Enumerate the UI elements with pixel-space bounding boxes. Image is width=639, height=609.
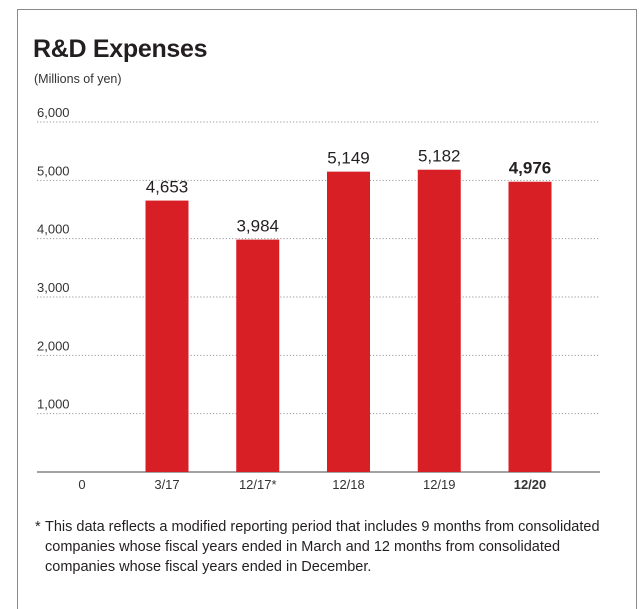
footnote-mark: *	[35, 519, 41, 535]
bar	[327, 171, 370, 472]
unit-label: (Millions of yen)	[34, 72, 122, 86]
y-tick-label: 3,000	[37, 280, 70, 295]
chart-panel	[17, 9, 637, 609]
y-tick-label: 4,000	[37, 222, 70, 237]
footnote-text: This data reflects a modified reporting …	[45, 519, 600, 575]
bar	[236, 239, 280, 472]
value-label: 3,984	[236, 217, 279, 236]
value-label: 5,182	[418, 147, 461, 166]
y-tick-label: 1,000	[37, 397, 70, 412]
chart-title: R&D Expenses	[33, 35, 208, 63]
y-tick-label: 5,000	[37, 163, 70, 178]
gridlines	[37, 121, 600, 473]
value-labels: 4,653 3,984 5,149 5,182 4,976	[146, 147, 552, 236]
value-label: 4,653	[146, 178, 189, 197]
y-tick-label: 6,000	[37, 105, 70, 120]
footnote: * This data reflects a modified reportin…	[35, 517, 615, 577]
x-tick-label: 12/18	[332, 477, 365, 492]
x-axis-labels: 3/17 12/17* 12/18 12/19 12/20	[154, 477, 546, 492]
bars	[145, 169, 552, 472]
x-tick-label: 12/19	[423, 477, 456, 492]
x-tick-label: 12/17*	[239, 477, 277, 492]
value-label: 4,976	[509, 159, 552, 178]
y-tick-label: 0	[78, 477, 85, 492]
y-axis-ticks: 0 1,000 2,000 3,000 4,000 5,000 6,000	[37, 105, 86, 492]
bar	[508, 181, 552, 472]
x-tick-label: 3/17	[154, 477, 179, 492]
x-tick-label: 12/20	[514, 477, 547, 492]
y-tick-label: 2,000	[37, 338, 70, 353]
bar	[145, 200, 189, 472]
value-label: 5,149	[327, 149, 370, 168]
bar	[417, 169, 461, 472]
